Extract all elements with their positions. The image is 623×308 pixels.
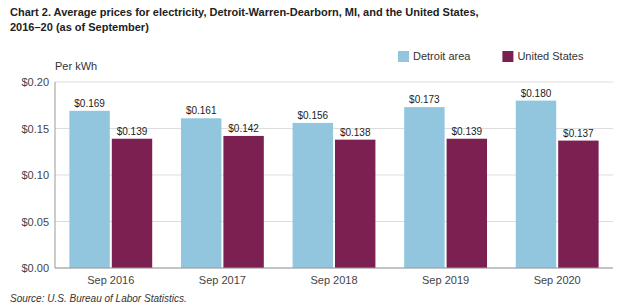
data-label: $0.180 — [521, 88, 552, 99]
data-label: $0.137 — [563, 128, 594, 139]
data-label: $0.169 — [74, 98, 105, 109]
bar — [516, 101, 556, 268]
bar — [558, 141, 598, 268]
data-labels: $0.169 $0.139 $0.161 $0.142 $0.156 $0.138 $0.1… — [74, 88, 594, 139]
y-tick-label: $0.20 — [21, 76, 49, 88]
x-tick-label: Sep 2017 — [199, 274, 246, 286]
x-tick-label: Sep 2016 — [87, 274, 134, 286]
bar — [223, 136, 263, 268]
y-axis-label: Per kWh — [55, 60, 97, 72]
data-label: $0.161 — [186, 105, 217, 116]
bars — [69, 101, 598, 268]
data-label: $0.139 — [452, 126, 483, 137]
bar — [404, 107, 444, 268]
bar — [447, 139, 487, 268]
x-tick-label: Sep 2019 — [422, 274, 469, 286]
title: Chart 2. Average prices for electricity,… — [10, 6, 479, 18]
y-tick-label: $0.00 — [21, 262, 49, 274]
x-axis-line — [55, 268, 613, 269]
y-tick-label: $0.10 — [21, 169, 49, 181]
bar — [335, 140, 375, 268]
y-tick-label: $0.05 — [21, 216, 49, 228]
chart: Chart 2. Average prices for electricity,… — [0, 0, 623, 308]
grid-line — [55, 268, 613, 269]
bar — [181, 118, 221, 268]
x-tick-label: Sep 2020 — [534, 274, 581, 286]
bar — [112, 139, 152, 268]
subtitle: 2016–20 (as of September) — [10, 21, 149, 33]
legend-label: Detroit area — [413, 50, 471, 62]
x-tick-label: Sep 2018 — [310, 274, 357, 286]
data-label: $0.173 — [409, 94, 440, 105]
data-label: $0.142 — [228, 123, 259, 134]
y-tick-label: $0.15 — [21, 123, 49, 135]
bar — [293, 123, 333, 268]
bar — [69, 111, 109, 268]
data-label: $0.156 — [297, 110, 328, 121]
grid-line — [55, 82, 613, 83]
legend-swatch — [398, 51, 409, 62]
legend-label: United States — [517, 50, 584, 62]
source: Source: U.S. Bureau of Labor Statistics. — [10, 293, 187, 304]
y-axis-line — [55, 82, 56, 268]
data-label: $0.139 — [117, 126, 148, 137]
legend-swatch — [502, 51, 513, 62]
data-label: $0.138 — [340, 127, 371, 138]
legend: Detroit area United States — [398, 50, 584, 62]
